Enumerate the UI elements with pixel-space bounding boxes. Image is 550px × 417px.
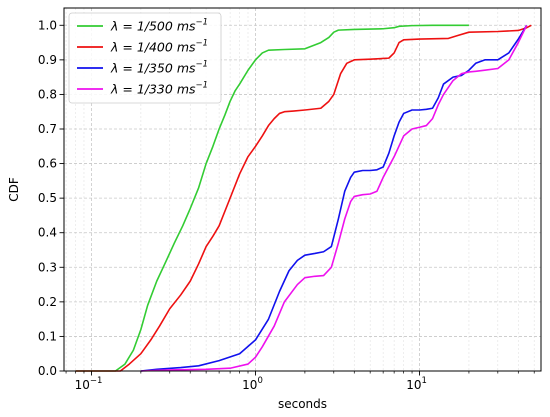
series-line-1 (75, 24, 469, 372)
y-tick-label: 0.0 (38, 364, 57, 378)
x-tick-label-base: 10 (406, 378, 421, 392)
legend-box (68, 12, 222, 104)
legend-entry-exponent: −1 (196, 81, 209, 91)
series-line-2 (75, 24, 532, 372)
x-tick-label-exponent: 0 (257, 376, 262, 386)
legend-entry-text: λ = 1/350 (110, 61, 173, 76)
legend-entry-exponent: −1 (196, 60, 209, 70)
x-tick-label-base: 10 (242, 378, 257, 392)
legend-entry: λ = 1/350 ms−1 (110, 60, 208, 76)
axis-ticks: 10−1 100 1010.00.10.20.30.40.50.60.70.80.9… (38, 18, 535, 392)
legend-entry-unit: ms (177, 19, 196, 34)
legend-entry-unit: ms (177, 40, 196, 55)
x-axis-label: seconds (278, 397, 327, 411)
series-line-4 (140, 24, 528, 372)
y-tick-label: 0.8 (38, 87, 57, 101)
y-tick-label: 0.4 (38, 226, 57, 240)
plot-frame (63, 7, 542, 372)
y-tick-label: 0.7 (38, 122, 57, 136)
y-axis-label: CDF (7, 177, 21, 202)
legend-entry: λ = 1/400 ms−1 (110, 39, 208, 55)
x-tick-label: 100 (242, 376, 263, 392)
legend-entry: λ = 1/330 ms−1 (110, 81, 208, 97)
legend-entry-text: λ = 1/330 (110, 82, 173, 97)
x-tick-label: 10−1 (75, 376, 103, 392)
y-tick-label: 1.0 (38, 18, 57, 32)
y-tick-label: 0.3 (38, 260, 57, 274)
legend: λ = 1/500 ms−1λ = 1/400 ms−1λ = 1/350 ms−1λ… (68, 12, 222, 104)
legend-entry-text: λ = 1/400 (110, 40, 173, 55)
y-tick-label: 0.9 (38, 53, 57, 67)
legend-entry-text: λ = 1/500 (110, 19, 173, 34)
series-line-3 (140, 24, 528, 372)
legend-entry-unit: ms (177, 61, 196, 76)
y-tick-label: 0.1 (38, 329, 57, 343)
x-tick-label-exponent: −1 (90, 376, 103, 386)
y-tick-label: 0.5 (38, 191, 57, 205)
legend-entry: λ = 1/500 ms−1 (110, 18, 208, 34)
x-tick-label-base: 10 (75, 378, 90, 392)
y-tick-label: 0.2 (38, 295, 57, 309)
x-tick-label-exponent: 1 (421, 376, 426, 386)
legend-entry-exponent: −1 (196, 18, 209, 28)
legend-entry-exponent: −1 (196, 39, 209, 49)
x-tick-label: 101 (406, 376, 427, 392)
y-tick-label: 0.6 (38, 157, 57, 171)
legend-entry-unit: ms (177, 82, 196, 97)
series-lines (75, 24, 532, 372)
